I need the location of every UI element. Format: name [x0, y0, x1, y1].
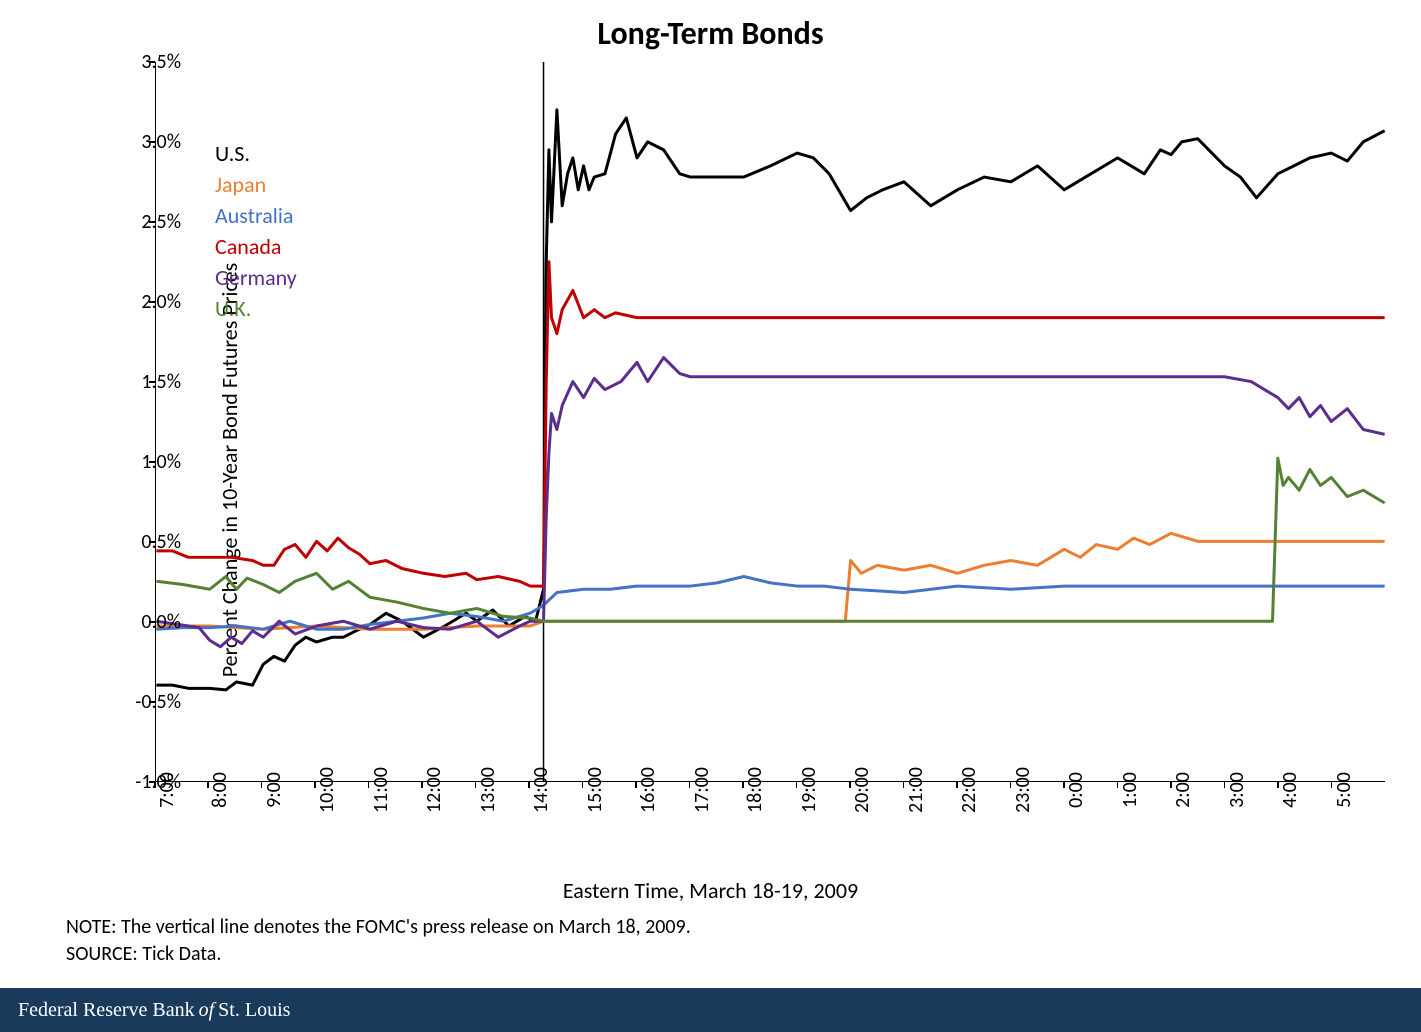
- note-line: NOTE: The vertical line denotes the FOMC…: [66, 914, 691, 941]
- x-tick-mark: [207, 782, 209, 788]
- footer-bar: Federal Reserve Bank of St. Louis: [0, 988, 1421, 1032]
- y-tick-mark: [149, 381, 155, 383]
- x-tick-mark: [1170, 782, 1172, 788]
- y-tick-label: -0.5%: [135, 690, 181, 714]
- y-tick-label: 1.0%: [141, 450, 181, 474]
- y-tick-label: 3.0%: [141, 130, 181, 154]
- x-tick-label: 14:00: [529, 767, 553, 813]
- x-tick-mark: [956, 782, 958, 788]
- y-tick-label: 1.5%: [141, 370, 181, 394]
- x-tick-label: 2:00: [1171, 772, 1195, 808]
- x-tick-label: 21:00: [904, 767, 928, 813]
- x-tick-label: 0:00: [1064, 772, 1088, 808]
- x-tick-mark: [742, 782, 744, 788]
- y-tick-mark: [149, 461, 155, 463]
- x-axis-label: Eastern Time, March 18-19, 2009: [0, 877, 1421, 904]
- legend-item: Australia: [215, 202, 297, 229]
- y-tick-label: 0.0%: [141, 610, 181, 634]
- x-tick-label: 17:00: [690, 767, 714, 813]
- x-tick-mark: [849, 782, 851, 788]
- x-tick-mark: [582, 782, 584, 788]
- x-tick-label: 5:00: [1332, 772, 1356, 808]
- y-tick-mark: [149, 541, 155, 543]
- x-tick-label: 7:00: [155, 772, 179, 808]
- x-tick-label: 19:00: [797, 767, 821, 813]
- legend: U.S. Japan Australia Canada Germany U.K.: [215, 140, 297, 326]
- x-tick-mark: [1117, 782, 1119, 788]
- y-tick-mark: [149, 701, 155, 703]
- series-japan: [156, 533, 1384, 629]
- x-tick-label: 12:00: [422, 767, 446, 813]
- x-tick-mark: [1224, 782, 1226, 788]
- x-tick-label: 8:00: [208, 772, 232, 808]
- y-tick-mark: [149, 141, 155, 143]
- legend-item: U.S.: [215, 140, 297, 167]
- x-tick-label: 11:00: [369, 767, 393, 813]
- x-tick-mark: [1010, 782, 1012, 788]
- x-tick-label: 15:00: [583, 767, 607, 813]
- y-tick-mark: [149, 621, 155, 623]
- x-tick-label: 16:00: [636, 767, 660, 813]
- y-tick-label: 0.5%: [141, 530, 181, 554]
- legend-item: U.K.: [215, 295, 297, 322]
- y-tick-label: 2.0%: [141, 290, 181, 314]
- x-tick-label: 10:00: [315, 767, 339, 813]
- x-tick-label: 4:00: [1278, 772, 1302, 808]
- x-tick-label: 13:00: [476, 767, 500, 813]
- y-tick-label: 3.5%: [141, 50, 181, 74]
- x-tick-mark: [796, 782, 798, 788]
- y-tick-mark: [149, 221, 155, 223]
- x-tick-mark: [368, 782, 370, 788]
- legend-item: Canada: [215, 233, 297, 260]
- x-tick-label: 23:00: [1011, 767, 1035, 813]
- x-tick-label: 1:00: [1118, 772, 1142, 808]
- x-tick-mark: [1331, 782, 1333, 788]
- x-tick-mark: [635, 782, 637, 788]
- x-tick-mark: [903, 782, 905, 788]
- series-us: [156, 110, 1384, 690]
- footer-text-of: of: [199, 999, 215, 1022]
- x-tick-label: 9:00: [262, 772, 286, 808]
- x-tick-mark: [314, 782, 316, 788]
- x-tick-mark: [475, 782, 477, 788]
- plot-area: [155, 62, 1385, 782]
- x-tick-mark: [261, 782, 263, 788]
- x-tick-mark: [1063, 782, 1065, 788]
- x-tick-mark: [689, 782, 691, 788]
- x-tick-label: 18:00: [743, 767, 767, 813]
- x-tick-mark: [154, 782, 156, 788]
- y-tick-mark: [149, 301, 155, 303]
- x-tick-label: 22:00: [957, 767, 981, 813]
- chart-container: Long-Term Bonds Percent Change in 10-Yea…: [0, 0, 1421, 940]
- chart-notes: NOTE: The vertical line denotes the FOMC…: [66, 914, 691, 968]
- series-canada: [156, 262, 1384, 586]
- y-tick-label: 2.5%: [141, 210, 181, 234]
- chart-svg: [156, 62, 1385, 781]
- legend-item: Japan: [215, 171, 297, 198]
- x-tick-label: 20:00: [850, 767, 874, 813]
- y-tick-mark: [149, 61, 155, 63]
- x-tick-mark: [421, 782, 423, 788]
- source-line: SOURCE: Tick Data.: [66, 941, 691, 968]
- legend-item: Germany: [215, 264, 297, 291]
- chart-title: Long-Term Bonds: [0, 14, 1421, 53]
- footer-text-post: St. Louis: [218, 999, 290, 1022]
- x-tick-mark: [528, 782, 530, 788]
- series-germany: [156, 358, 1384, 647]
- x-tick-mark: [1277, 782, 1279, 788]
- x-tick-label: 3:00: [1225, 772, 1249, 808]
- footer-text-pre: Federal Reserve Bank: [18, 999, 195, 1022]
